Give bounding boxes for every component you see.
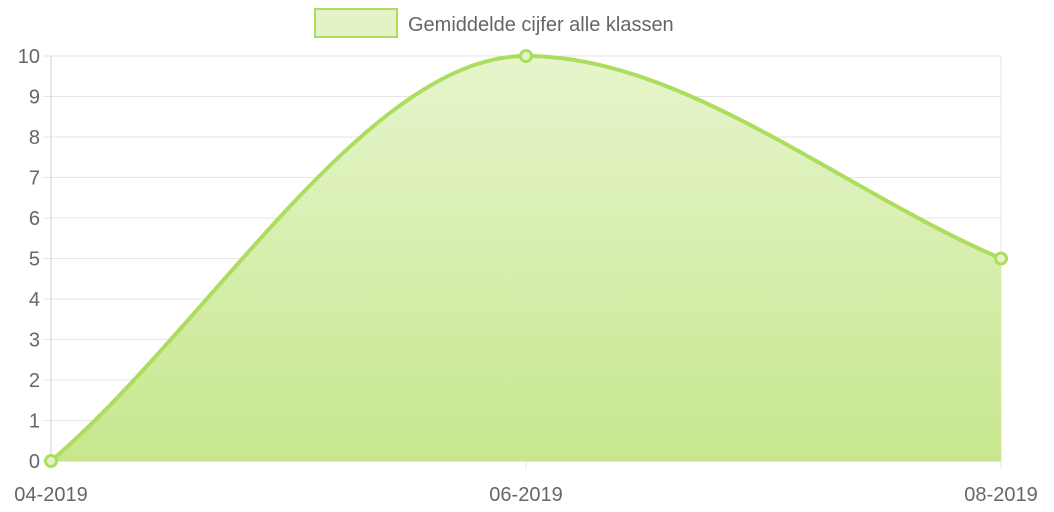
series-line [49, 53, 1002, 463]
series-area-fill [51, 56, 1001, 461]
y-tick-label: 9 [29, 87, 40, 109]
y-tick-label: 10 [18, 46, 40, 68]
data-point[interactable] [994, 251, 1008, 266]
y-tick-label: 6 [29, 208, 40, 230]
legend-label[interactable]: Gemiddelde cijfer alle klassen [408, 14, 674, 36]
data-point[interactable] [519, 49, 533, 63]
series-layer [44, 49, 1008, 468]
y-tick-label: 0 [29, 451, 40, 473]
y-tick-label: 1 [29, 411, 40, 433]
data-point[interactable] [44, 454, 58, 468]
legend-swatch[interactable] [314, 8, 398, 38]
y-tick-label: 4 [29, 289, 40, 311]
y-tick-label: 3 [29, 330, 40, 352]
y-tick-label: 7 [29, 168, 40, 190]
x-tick-label: 04-2019 [14, 484, 87, 506]
y-axis: 0 1 2 3 4 5 6 7 8 9 10 [18, 46, 52, 473]
x-tick-label: 06-2019 [489, 484, 562, 506]
x-tick-label: 08-2019 [964, 484, 1037, 506]
y-tick-label: 2 [29, 370, 40, 392]
x-axis: 04-2019 06-2019 08-2019 [14, 460, 1038, 506]
y-tick-label: 8 [29, 127, 40, 149]
chart-legend: Gemiddelde cijfer alle klassen [314, 8, 674, 38]
y-tick-label: 5 [29, 249, 40, 271]
